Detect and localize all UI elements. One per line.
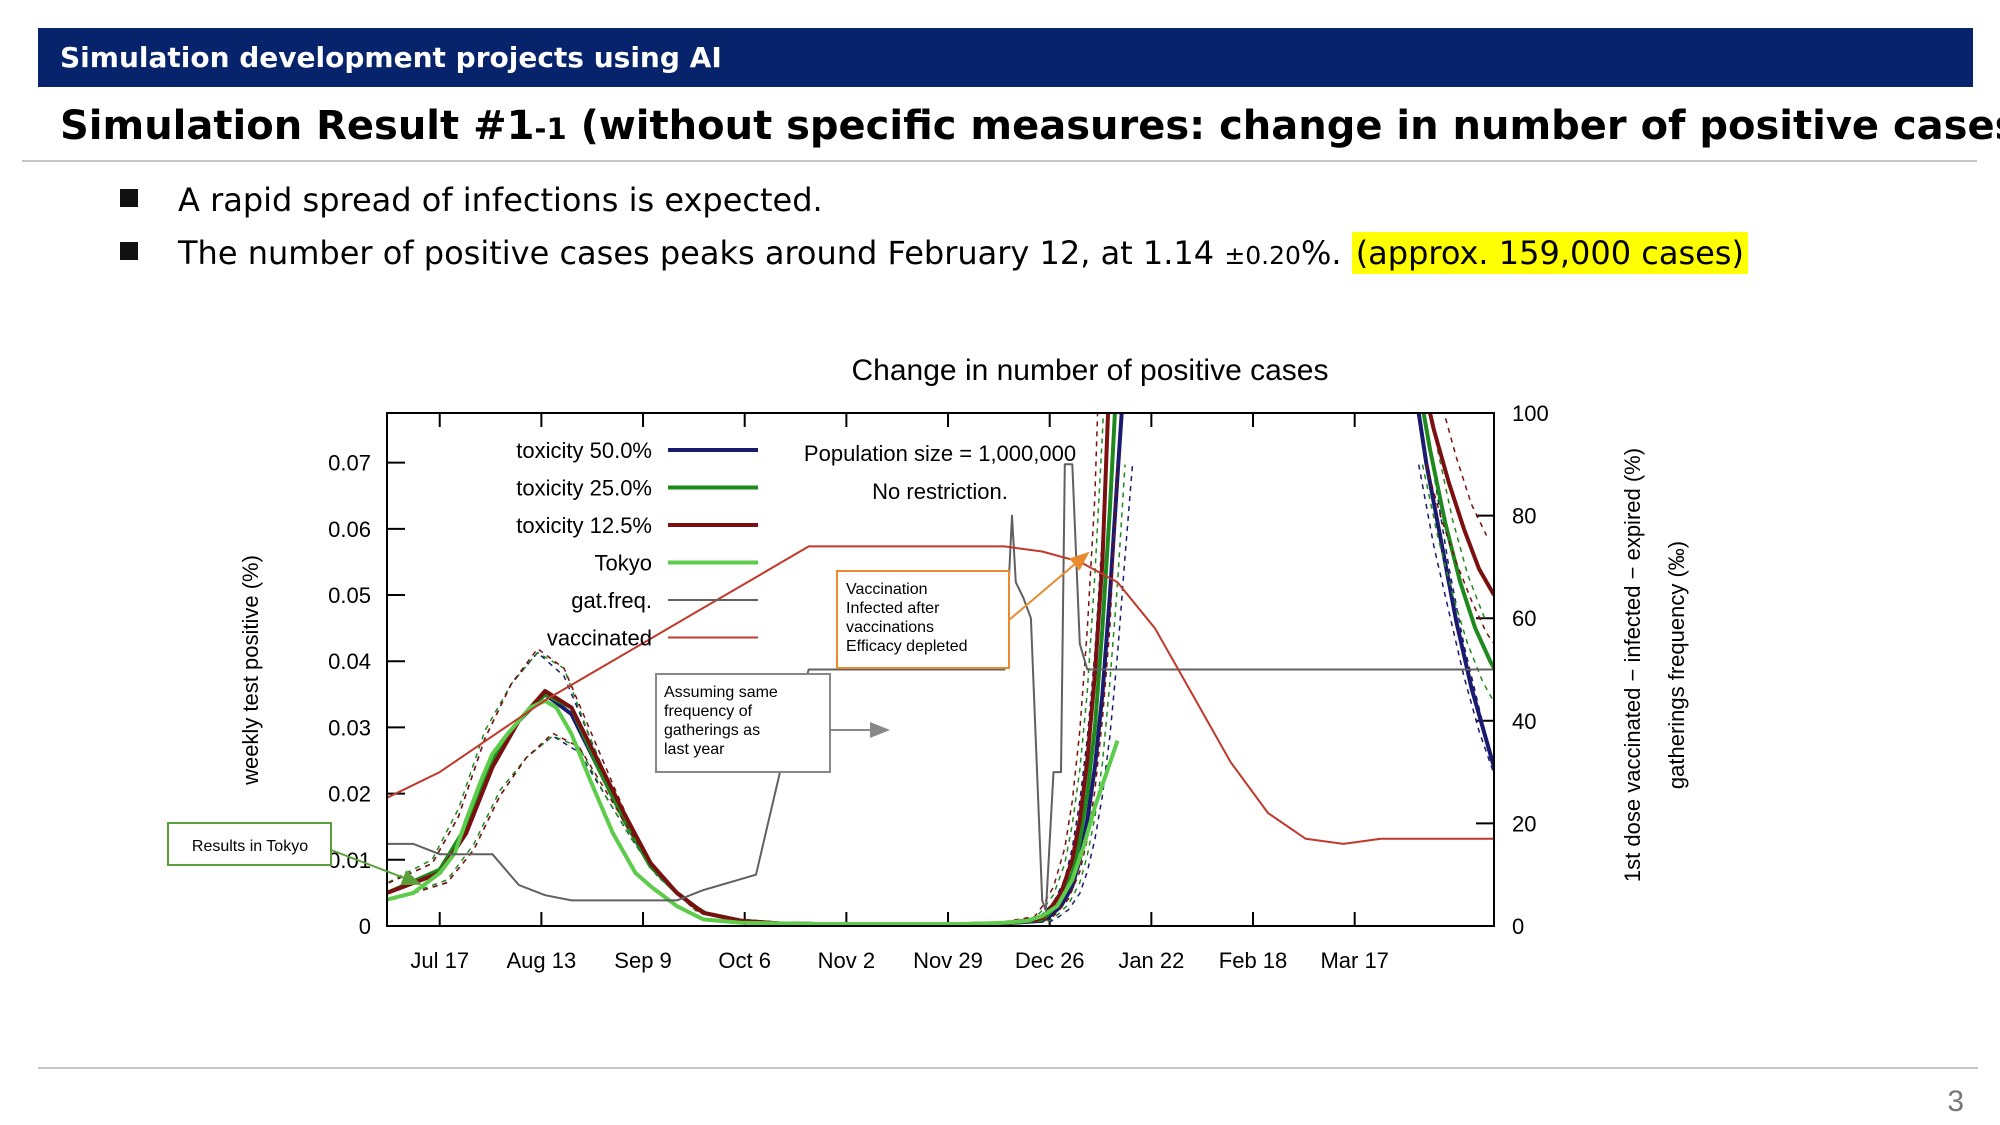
callout-tokyo-text: Results in Tokyo (192, 838, 308, 855)
x-tick-label: Nov 2 (818, 948, 875, 973)
x-tick-label: Nov 29 (913, 948, 983, 973)
plot-frame (386, 412, 1495, 927)
series-band-lower-toxicity-12-5 (394, 464, 1119, 926)
bullet-square-icon (120, 242, 138, 260)
annotation-population: Population size = 1,000,000 (804, 441, 1076, 466)
y2-tick-label: 40 (1512, 709, 1536, 734)
bullet-item-2: The number of positive cases peaks aroun… (120, 232, 1748, 274)
legend-label: gat.freq. (571, 588, 652, 613)
page-title: Simulation Result #1-1 (without specific… (60, 103, 2000, 149)
page-number: 3 (1947, 1085, 1964, 1118)
title-main: Simulation Result #1 (60, 103, 535, 149)
series-band-upper-toxicity-50-0 (1423, 413, 1488, 739)
y-tick-label: 0.02 (328, 782, 371, 807)
callout-gatherings-line: gatherings as (664, 722, 760, 739)
annotation-restriction: No restriction. (872, 479, 1008, 504)
series-line-vaccinated (387, 545, 1494, 845)
footer-divider (38, 1067, 1978, 1069)
y2-axis-label-2: gatherings frequency (‰) (1664, 541, 1689, 789)
series-line-tokyo (387, 698, 1120, 926)
x-tick-label: Feb 18 (1219, 948, 1288, 973)
y-tick-label: 0 (359, 914, 371, 939)
x-tick-label: Dec 26 (1015, 948, 1085, 973)
x-tick-label: Sep 9 (614, 948, 672, 973)
callout-gatherings-line: last year (664, 741, 725, 758)
x-tick-label: Aug 13 (507, 948, 577, 973)
series-band-upper-toxicity-12-5 (1443, 413, 1488, 536)
y2-tick-label: 20 (1512, 811, 1536, 836)
y-tick-label: 0.05 (328, 583, 371, 608)
callout-gatherings-line: frequency of (664, 703, 753, 720)
x-tick-label: Jan 22 (1118, 948, 1184, 973)
series-band-lower-toxicity-25-0 (394, 464, 1126, 926)
callout-gatherings-box (655, 673, 831, 773)
y2-tick-label: 60 (1512, 606, 1536, 631)
series-line-toxicity-50-0 (1416, 413, 1494, 768)
y-tick-label: 0.03 (328, 715, 371, 740)
legend-label: toxicity 50.0% (516, 438, 652, 463)
series-line-gat-freq (387, 463, 1494, 912)
callout-vaccination-arrow (1008, 551, 1090, 621)
title-divider (22, 160, 1977, 162)
bullet-item-1: A rapid spread of infections is expected… (120, 181, 823, 219)
callout-vaccination-line: vaccinations (846, 619, 934, 636)
series-band-lower-toxicity-25-0 (1421, 464, 1494, 704)
callout-vaccination-line: Efficacy depleted (846, 638, 968, 655)
series-line-toxicity-25-0 (1421, 413, 1494, 669)
callout-vaccination-box (836, 570, 1010, 669)
bullet-text-1: A rapid spread of infections is expected… (178, 181, 823, 219)
callout-tokyo-arrow (330, 849, 422, 886)
callout-gatherings-line: Assuming same (664, 684, 778, 701)
legend-label: Tokyo (595, 551, 652, 576)
y-tick-label: 0.07 (328, 451, 371, 476)
bullet-highlight: (approx. 159,000 cases) (1351, 232, 1748, 274)
legend-label: toxicity 25.0% (516, 476, 652, 501)
series-line-toxicity-12-5 (1427, 413, 1494, 596)
y2-tick-label: 80 (1512, 504, 1536, 529)
callout-vaccination-line: Infected after (846, 600, 940, 617)
y-axis-label: weekly test positive (%) (238, 555, 263, 786)
chart-title: Change in number of positive cases (852, 354, 1329, 387)
bullet-text-2-plusminus: ±0.20 (1224, 241, 1301, 270)
series-band-lower-toxicity-12-5 (1425, 464, 1494, 646)
x-tick-label: Oct 6 (718, 948, 771, 973)
title-rest: (without specific measures: change in nu… (566, 103, 2000, 149)
callout-tokyo-box (167, 822, 332, 866)
y2-tick-label: 0 (1512, 914, 1524, 939)
title-sub: -1 (534, 112, 567, 146)
y-tick-label: 0.06 (328, 517, 371, 542)
header-banner: Simulation development projects using AI (38, 28, 1973, 87)
x-tick-label: Mar 17 (1320, 948, 1388, 973)
callout-vaccination-line: Vaccination (846, 581, 928, 598)
y2-tick-label: 100 (1512, 401, 1549, 426)
bullet-text-2b: %. (1300, 234, 1352, 272)
legend-label: vaccinated (547, 626, 652, 651)
legend-label: toxicity 12.5% (516, 513, 652, 538)
series-band-lower-toxicity-50-0 (1417, 464, 1494, 777)
bullet-text-2a: The number of positive cases peaks aroun… (178, 234, 1225, 272)
y-tick-label: 0.04 (328, 649, 371, 674)
series-band-upper-toxicity-50-0 (387, 413, 1110, 925)
series-band-upper-toxicity-25-0 (1430, 413, 1488, 622)
x-tick-label: Jul 17 (410, 948, 469, 973)
y2-axis-label-1: 1st dose vaccinated − infected − expired… (1620, 448, 1645, 882)
bullet-square-icon (120, 189, 138, 207)
